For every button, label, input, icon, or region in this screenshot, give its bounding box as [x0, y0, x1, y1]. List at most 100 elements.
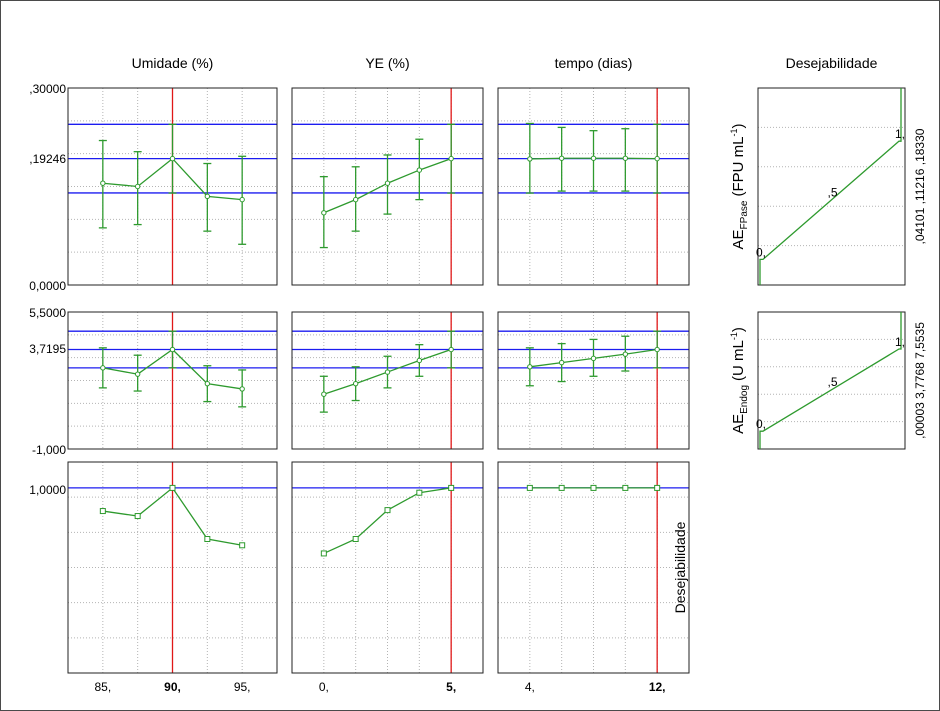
panel-border: [67, 87, 278, 286]
response-label-1: AEEndog (U mL-1): [729, 327, 750, 434]
data-point: [99, 508, 106, 515]
data-point: [448, 484, 455, 491]
y-tick-label-r0-2: 0,0000: [29, 279, 66, 293]
response-value-label: ,00003: [913, 402, 927, 439]
response-value-labels-1: ,00003 3,7768 7,5535: [913, 322, 927, 439]
y-tick-label-r0-0: ,30000: [29, 82, 66, 96]
data-point: [352, 380, 359, 387]
panel-border: [497, 461, 690, 674]
data-point: [384, 369, 391, 375]
data-point: [320, 550, 327, 557]
data-point: [622, 351, 629, 357]
column-title-0: Umidade (%): [132, 55, 214, 71]
response-label-part: Endog: [739, 385, 750, 414]
x-tick-label-c2-1: 12,: [649, 680, 666, 694]
panel-border: [757, 87, 906, 286]
data-point: [558, 155, 565, 161]
desirability-panel-0: 0, ,5 1, AEFPase (FPU mL-1) ,04101 ,11216 ,18…: [729, 87, 927, 286]
response-value-label: 7,5535: [913, 322, 927, 362]
panel-r1-c1: [291, 311, 484, 450]
overall-desirability-label: Desejabilidade: [672, 521, 688, 613]
panel-border: [291, 311, 484, 450]
response-label-part: (U mL: [730, 340, 747, 381]
response-label-part: ): [730, 327, 747, 332]
x-tick-label-c2-0: 4,: [525, 680, 535, 694]
desirability-column-title: Desejabilidade: [786, 55, 878, 71]
curve-label-low: 0,: [756, 245, 766, 259]
data-point: [654, 155, 660, 162]
panel-r1-c2: [497, 311, 690, 450]
panel-r0-c1: [291, 87, 484, 286]
data-point: [558, 359, 565, 366]
data-point: [416, 167, 423, 173]
y-tick-label-r1-2: -1,000: [32, 443, 66, 457]
data-point: [352, 196, 359, 203]
panel-border: [67, 461, 278, 674]
data-point: [448, 346, 454, 353]
data-point: [527, 156, 533, 162]
panel-border: [291, 87, 484, 286]
data-point: [321, 391, 327, 397]
data-point: [134, 183, 141, 190]
data-point: [100, 365, 106, 371]
data-point: [622, 155, 629, 161]
x-tick-label-c1-1: 5,: [446, 680, 456, 694]
data-point: [526, 484, 533, 491]
y-tick-label-r2-0: 1,0000: [29, 483, 66, 497]
panel-r0-c0: [67, 87, 278, 286]
data-point: [239, 196, 245, 203]
response-label-part: AE: [730, 229, 747, 249]
x-tick-label-c0-2: 95,: [234, 680, 251, 694]
response-label-part: -1: [729, 332, 739, 340]
column-title-2: tempo (dias): [555, 55, 633, 71]
response-label-part: -1: [729, 129, 739, 137]
data-point: [134, 513, 141, 520]
curve-label-high: 1,: [895, 127, 905, 141]
data-point: [100, 180, 106, 186]
data-point: [590, 484, 597, 491]
data-point: [134, 371, 141, 377]
data-point: [558, 484, 565, 491]
curve-label-low: 0,: [756, 417, 766, 431]
panel-border: [291, 461, 484, 674]
response-value-label: ,18330: [913, 128, 927, 168]
data-point: [384, 507, 391, 514]
x-tick-label-c0-0: 85,: [94, 680, 111, 694]
data-point: [169, 346, 176, 353]
data-point: [384, 180, 391, 186]
data-point: [590, 355, 597, 362]
desirability-function-line: [759, 88, 902, 285]
data-point: [204, 193, 211, 200]
data-point: [204, 535, 211, 542]
response-value-label: ,11216: [913, 168, 927, 207]
panel-r0-c2: [497, 87, 690, 286]
response-value-label: ,04101: [913, 207, 927, 244]
response-label-part: (FPU mL: [730, 137, 747, 197]
x-tick-label-c0-1: 90,: [164, 680, 181, 694]
data-point: [169, 484, 176, 491]
data-point: [352, 535, 359, 542]
panel-border: [67, 311, 278, 450]
panel-r2-c0: [67, 461, 278, 674]
y-tick-label-r1-0: 5,5000: [29, 306, 66, 320]
data-point: [204, 380, 211, 387]
panel-r2-c1: [291, 461, 484, 674]
desirability-panel-1: 0, ,5 1, AEEndog (U mL-1) ,00003 3,7768 7,553…: [729, 311, 927, 450]
data-point: [416, 357, 423, 364]
response-label-part: AE: [730, 414, 747, 434]
response-value-labels-0: ,04101 ,11216 ,18330: [913, 128, 927, 244]
y-tick-label-r0-1: ,19246: [29, 152, 66, 166]
response-label-0: AEFPase (FPU mL-1): [729, 124, 750, 250]
data-point: [239, 542, 246, 549]
panel-border: [757, 311, 906, 450]
response-value-label: 3,7768: [913, 362, 927, 402]
data-point: [654, 484, 661, 491]
curve-label-mid: ,5: [828, 185, 838, 199]
panel-r2-c2: [497, 461, 690, 674]
response-label-part: FPase: [739, 200, 750, 229]
data-point: [169, 155, 176, 162]
curve-label-high: 1,: [895, 335, 905, 349]
curve-label-mid: ,5: [828, 375, 838, 389]
response-label-part: ): [730, 124, 747, 129]
